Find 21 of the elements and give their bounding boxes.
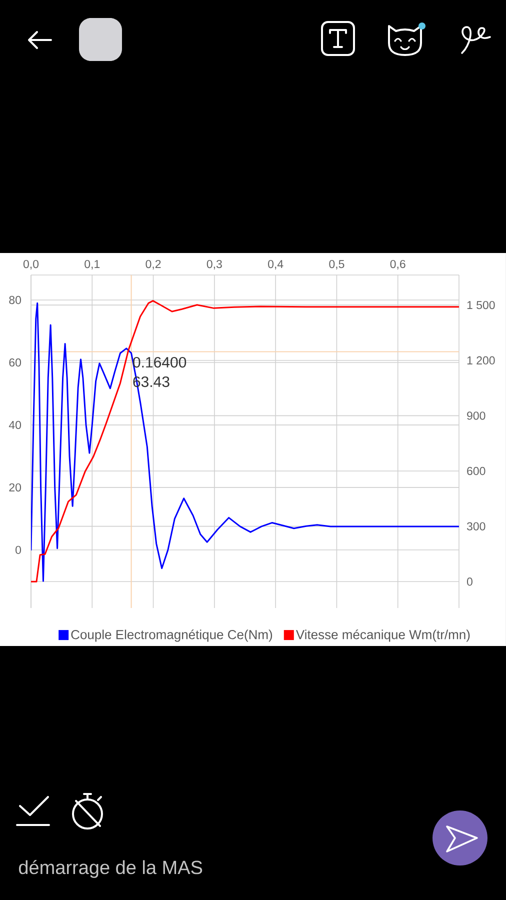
x-tick-label: 0,6 xyxy=(390,260,406,270)
x-tick-label: 0,5 xyxy=(329,260,344,270)
x-tick-label: 0,3 xyxy=(206,260,222,270)
y-tick-label: 60 xyxy=(9,358,22,367)
y-tick-label: 80 xyxy=(9,296,22,304)
legend-label: Vitesse mécanique Wm(tr/mn) xyxy=(296,630,470,642)
y2-tick-label: 600 xyxy=(467,466,486,476)
legend-label: Couple Electromagnétique Ce(Nm) xyxy=(71,630,272,642)
text: démarrage de la MAS xyxy=(19,860,202,878)
x-tick-label: 0,0 xyxy=(23,260,39,270)
x-tick-label: 0,2 xyxy=(146,260,161,270)
y2-tick-label: 0 xyxy=(466,578,472,586)
y-tick-label: 20 xyxy=(9,483,22,492)
y2-tick-label: 1 200 xyxy=(467,356,495,364)
y2-tick-label: 900 xyxy=(467,412,486,420)
x-tick-label: 0,1 xyxy=(84,260,100,270)
y2-tick-label: 1 500 xyxy=(467,300,495,310)
y2-tick-label: 300 xyxy=(466,522,486,530)
y-tick-label: 40 xyxy=(8,420,22,430)
y-tick-label: 0 xyxy=(16,546,22,554)
x-tick-label: 0,4 xyxy=(268,260,284,270)
